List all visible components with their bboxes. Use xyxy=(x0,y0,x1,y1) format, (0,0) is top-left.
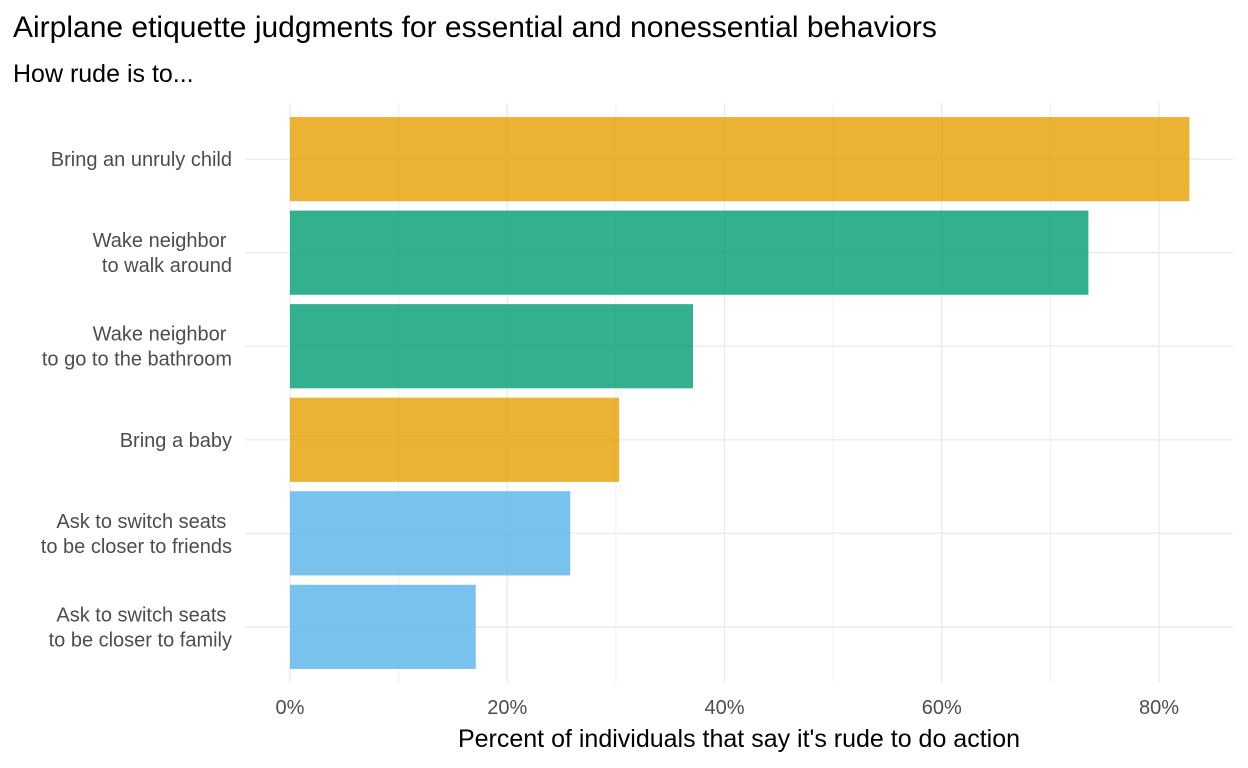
x-tick-labels: 0% 20% 40% 60% 80% xyxy=(276,697,1180,719)
x-tick-label: 0% xyxy=(276,697,305,719)
chart-title: Airplane etiquette judgments for essenti… xyxy=(13,11,937,44)
bar xyxy=(290,304,693,389)
category-label: Wake neighbor to walk around xyxy=(93,230,232,277)
category-label-line: Bring a baby xyxy=(120,430,232,452)
category-label-line: Ask to switch seats xyxy=(56,604,232,626)
bar xyxy=(290,210,1089,295)
bar xyxy=(290,491,571,576)
category-label-line: Ask to switch seats xyxy=(56,511,232,533)
category-label: Wake neighbor to go to the bathroom xyxy=(42,324,232,371)
bars xyxy=(290,117,1190,669)
x-tick-label: 20% xyxy=(487,697,527,719)
x-tick-label: 80% xyxy=(1139,697,1179,719)
x-axis-title: Percent of individuals that say it's rud… xyxy=(458,725,1020,753)
bar xyxy=(290,584,476,669)
category-label-line: to walk around xyxy=(102,255,232,277)
x-tick-label: 60% xyxy=(922,697,962,719)
category-labels: Bring an unruly child Wake neighbor to wa… xyxy=(41,149,232,651)
category-label-line: Wake neighbor xyxy=(93,324,232,346)
x-tick-label: 40% xyxy=(704,697,744,719)
category-label: Ask to switch seats to be closer to fami… xyxy=(49,604,232,651)
chart-subtitle: How rude is to... xyxy=(13,60,194,88)
category-label: Ask to switch seats to be closer to frie… xyxy=(41,511,232,558)
bar xyxy=(290,117,1190,202)
category-label-line: Wake neighbor xyxy=(93,230,232,252)
bar xyxy=(290,397,620,482)
category-label-line: to be closer to family xyxy=(49,629,232,651)
category-label: Bring a baby xyxy=(120,430,232,452)
category-label-line: to be closer to friends xyxy=(41,536,232,558)
category-label: Bring an unruly child xyxy=(51,149,232,171)
category-label-line: to go to the bathroom xyxy=(42,349,232,371)
category-label-line: Bring an unruly child xyxy=(51,149,232,171)
